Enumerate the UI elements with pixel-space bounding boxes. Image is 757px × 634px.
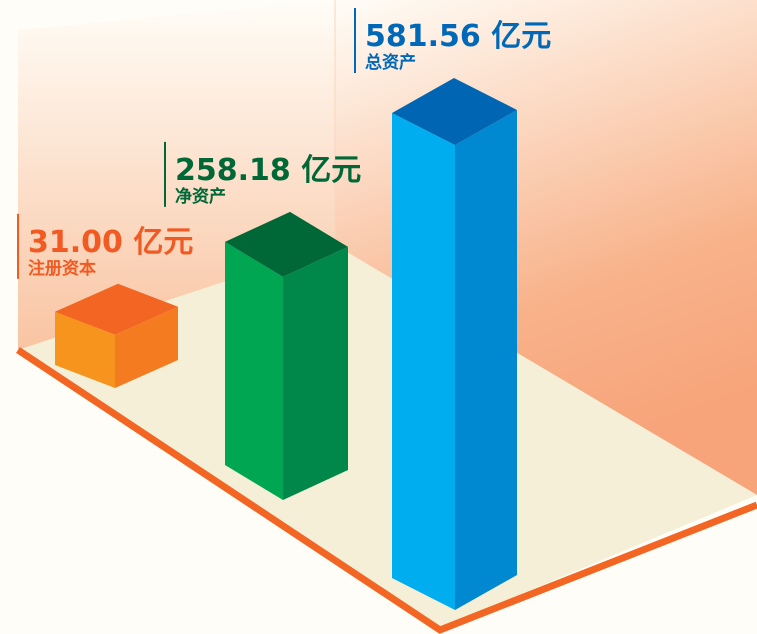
category-label: 注册资本 [28, 258, 96, 279]
category-label: 总资产 [365, 52, 416, 73]
bar-top-face [55, 283, 178, 335]
bar-top-face [225, 211, 348, 277]
value-label: 581.56 亿元 [365, 19, 551, 54]
bar-left-face [225, 241, 283, 501]
value-label: 258.18 亿元 [175, 153, 361, 188]
bar-right-face [283, 246, 348, 500]
value-label: 31.00 亿元 [28, 225, 193, 260]
floor-edge [16, 347, 757, 634]
bar-right-face [115, 306, 178, 388]
category-label: 净资产 [175, 186, 226, 207]
bar-top-face [392, 78, 517, 145]
bar-left-face [55, 311, 115, 388]
floor [18, 245, 757, 628]
bar-right-face [455, 110, 517, 610]
bar-left-face [392, 113, 455, 610]
